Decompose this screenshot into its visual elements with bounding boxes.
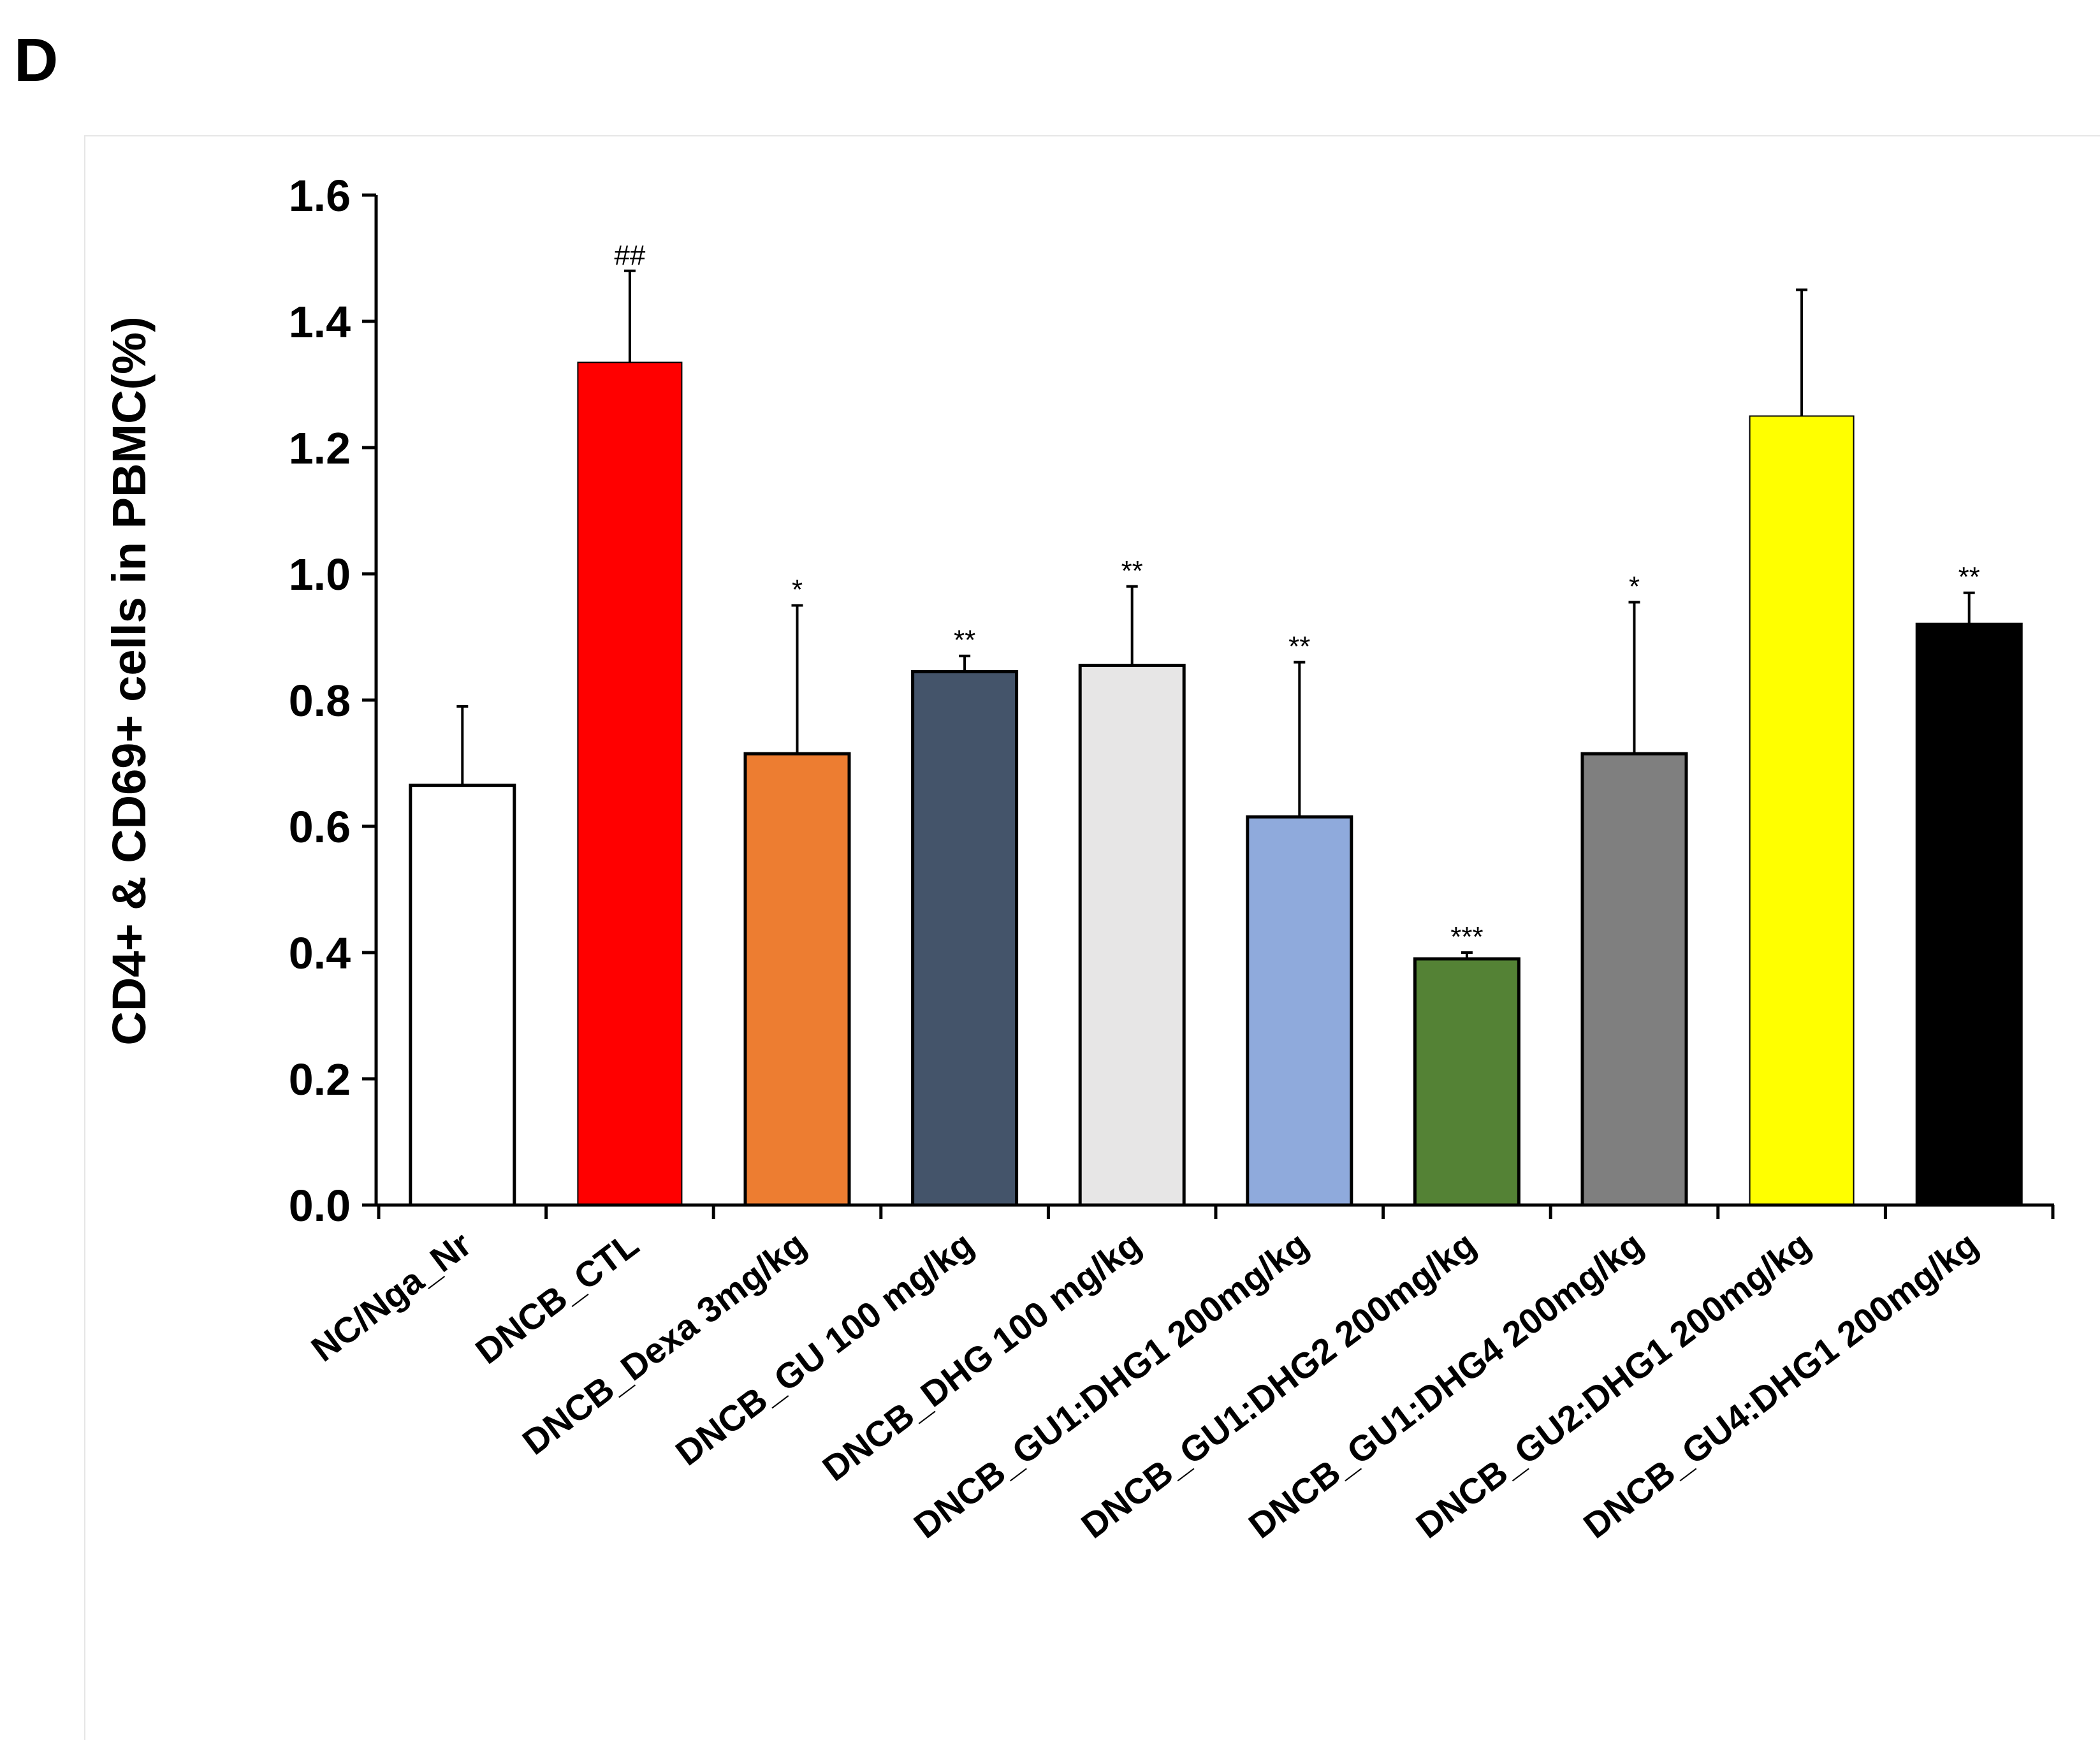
bar bbox=[911, 669, 1019, 1207]
significance-label: ** bbox=[954, 625, 975, 656]
bar bbox=[1580, 752, 1688, 1207]
y-tick-label: 0.4 bbox=[289, 928, 351, 978]
y-tick-label: 1.6 bbox=[289, 171, 351, 221]
bar bbox=[743, 752, 851, 1207]
y-tick-label: 0.6 bbox=[289, 802, 351, 852]
bar bbox=[1246, 815, 1353, 1207]
significance-label: ## bbox=[614, 240, 645, 271]
y-tick-label: 1.0 bbox=[289, 550, 351, 599]
bar bbox=[1078, 664, 1186, 1207]
y-tick-label: 0.2 bbox=[289, 1055, 351, 1104]
x-category-label: DNCB_Dexa 3mg/kg bbox=[515, 1224, 813, 1462]
bar bbox=[409, 784, 516, 1207]
x-category-label: DNCB_DHG 100 mg/kg bbox=[815, 1224, 1148, 1489]
x-category-label: NC/Nga_Nr bbox=[304, 1224, 479, 1369]
y-tick-label: 1.4 bbox=[289, 297, 351, 347]
bar bbox=[1749, 415, 1855, 1206]
significance-label: * bbox=[792, 574, 803, 606]
y-tick-label: 0.0 bbox=[289, 1181, 351, 1231]
bar bbox=[1915, 622, 2023, 1207]
figure-frame-top bbox=[84, 135, 2100, 136]
x-category-label: DNCB_CTL bbox=[468, 1224, 646, 1371]
significance-label: ** bbox=[1121, 555, 1143, 587]
y-tick-label: 0.8 bbox=[289, 676, 351, 726]
x-category-label: DNCB_GU 100 mg/kg bbox=[668, 1224, 981, 1473]
bar bbox=[577, 362, 683, 1206]
y-axis-label: CD4+ & CD69+ cells in PBMC(%) bbox=[103, 316, 156, 1045]
significance-label: ** bbox=[1288, 631, 1310, 662]
y-tick-label: 1.2 bbox=[289, 423, 351, 473]
bar bbox=[1413, 957, 1520, 1207]
significance-label: *** bbox=[1450, 921, 1483, 953]
significance-label: * bbox=[1629, 571, 1640, 603]
panel-label: D bbox=[14, 26, 59, 94]
figure-frame-left bbox=[84, 135, 85, 1740]
significance-label: ** bbox=[1958, 562, 1980, 593]
